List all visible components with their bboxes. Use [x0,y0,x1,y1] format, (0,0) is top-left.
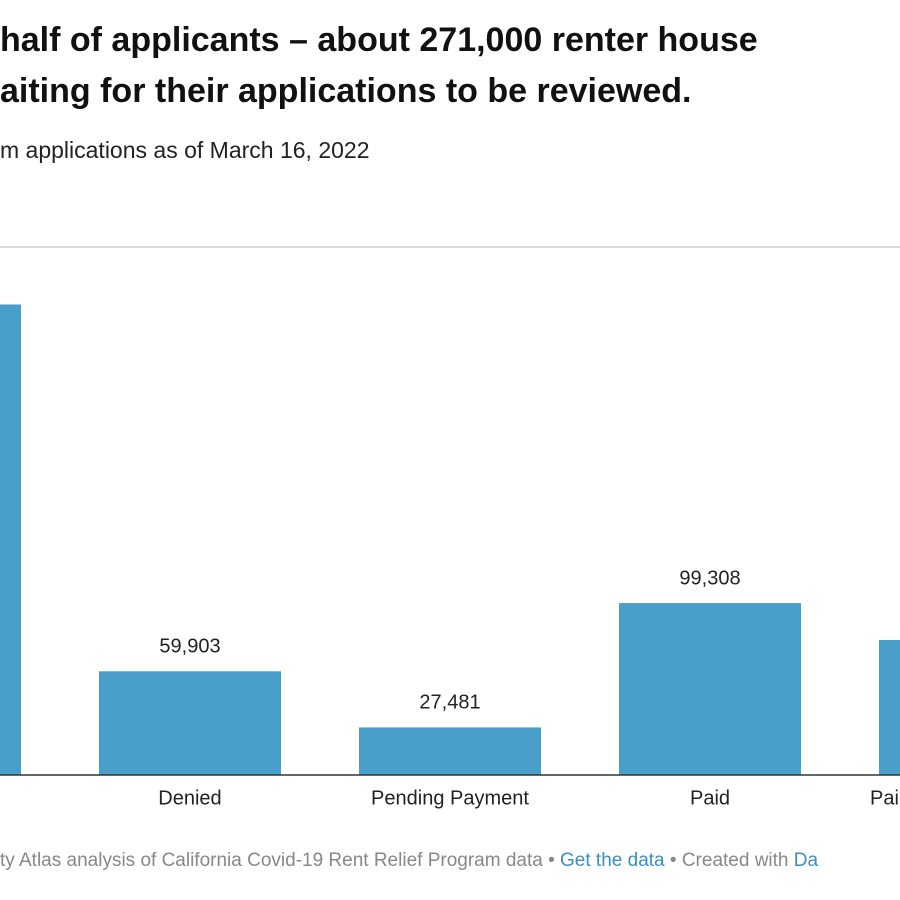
bar [0,304,21,775]
value-label: 99,308 [679,567,740,589]
data-link[interactable]: Get the data [560,850,665,871]
x-tick-label: Pai [870,787,899,809]
chart-title: aiting for their applications to be revi… [0,72,691,110]
bar [619,603,801,775]
chart-subtitle: m applications as of March 16, 2022 [0,137,369,163]
chart-title: half of applicants – about 271,000 rente… [0,21,758,59]
credit: Created with [681,850,789,871]
credit-link[interactable]: Da [793,850,819,871]
value-label: 59,903 [159,636,220,658]
separator: • [548,850,555,871]
x-tick-label: Paid [690,787,730,809]
value-label: 27,481 [419,692,480,714]
x-tick-label: Denied [158,787,221,809]
separator: • [669,850,677,871]
footer: ty Atlas analysis of California Covid-19… [0,850,818,872]
bar [359,727,541,775]
bar [879,639,900,775]
source: ty Atlas analysis of California Covid-19… [0,850,543,871]
x-tick-label: Pending Payment [371,787,529,809]
bar [99,671,281,775]
